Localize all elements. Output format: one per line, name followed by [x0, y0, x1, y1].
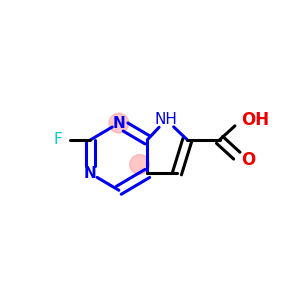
Text: F: F	[53, 132, 62, 147]
Text: NH: NH	[155, 112, 178, 127]
Text: N: N	[84, 166, 97, 181]
Circle shape	[109, 113, 129, 133]
Circle shape	[130, 154, 149, 174]
Text: OH: OH	[242, 111, 270, 129]
Text: O: O	[242, 151, 256, 169]
Text: N: N	[112, 116, 125, 130]
